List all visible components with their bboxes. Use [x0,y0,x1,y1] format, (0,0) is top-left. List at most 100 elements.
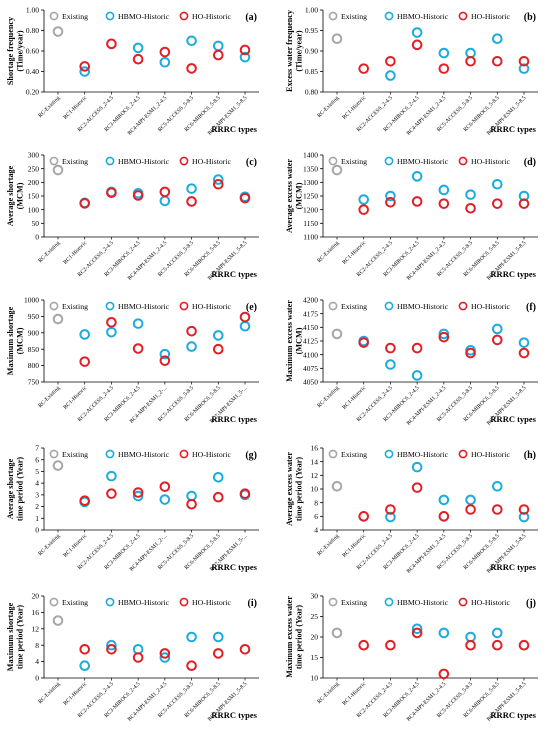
data-point-hbmo-historic [212,471,224,483]
legend-label: Existing [341,157,367,166]
x-tick-label: RC-Existing [316,533,340,557]
data-point-ho-historic [411,627,423,639]
y-axis-title-line: Excess water frequency [285,9,294,92]
y-axis-title-line: Average excess water [285,452,294,526]
y-tick-label: 4 [35,657,39,666]
data-point-ho-historic [106,317,117,328]
legend-marker [179,597,189,607]
legend-marker [458,597,468,607]
y-axis-title-line: time period (Year) [16,605,25,669]
y-tick-label: 1.00 [26,6,39,15]
data-point-ho-historic [438,668,450,680]
data-point-ho-historic [212,648,224,659]
y-tick-label: 0.40 [26,67,39,76]
data-point-existing [52,460,64,471]
data-point-existing [331,33,343,45]
legend-marker [49,597,59,607]
x-tick-label: RC-Existing [316,95,340,119]
panel-label: (a) [245,12,257,23]
y-axis-title-line: time period (Year) [16,457,25,521]
panel-label: (e) [246,302,257,313]
data-point-hbmo-historic [518,337,530,348]
legend-label: Existing [341,598,367,607]
data-point-hbmo-historic [106,639,117,651]
y-axis-title: Average excess watertime period (Year) [285,452,304,526]
data-point-hbmo-historic [385,70,396,81]
y-tick-label: 6 [35,455,39,464]
legend-label: HBMO-Historic [397,12,449,21]
legend-marker [384,449,394,459]
y-tick-label: 950 [28,312,40,321]
x-axis-title: RRRC types [211,269,257,279]
data-point-ho-historic [186,498,197,510]
y-tick-label: 7 [35,444,39,453]
y-axis-title: Average shortagetime period (Year) [6,457,25,521]
data-point-hbmo-historic [212,40,224,52]
data-point-ho-historic [465,203,476,214]
x-tick-label: RC1-Historic [342,385,368,411]
y-tick-label: 1400 [303,151,318,160]
y-axis-title: Average excess water(MCM) [285,159,304,233]
data-point-ho-historic [411,39,423,51]
x-axis-title: RRRC types [490,124,536,134]
y-tick-label: 8 [314,498,318,507]
y-axis-title-line: (Time/year) [295,30,304,71]
data-point-ho-historic [385,196,396,208]
legend-label: HO-Historic [192,450,232,459]
data-point-existing [52,313,64,325]
x-tick-label: RC1-Historic [342,240,368,266]
data-point-ho-historic [465,347,476,359]
data-point-ho-historic [239,644,251,655]
data-point-hbmo-historic [438,494,450,506]
x-axis-title: RRRC types [490,414,536,424]
x-tick-label: RC-Existing [37,385,61,409]
data-point-ho-historic [186,325,197,337]
data-point-ho-historic [438,198,450,209]
data-point-existing [52,26,64,37]
y-axis-title: Shortage frequency(Time/year) [6,16,25,85]
legend-label: HO-Historic [192,157,232,166]
data-point-hbmo-historic [465,494,476,506]
data-point-hbmo-historic [438,328,450,340]
data-point-ho-historic [79,356,91,367]
legend-marker [384,11,394,21]
legend-label: HO-Historic [471,302,511,311]
y-axis-title: Maximum excess watertime period (Year) [285,596,304,678]
chart-panel-c: 0 50 100 150 200 250 300 RC-Existing RC1-Histori… [6,151,259,282]
data-point-ho-historic [159,648,171,659]
y-tick-label: 1300 [303,178,318,187]
y-tick-label: 0.20 [26,88,39,97]
legend-marker [179,11,189,21]
panel-label: (j) [526,598,536,609]
y-tick-label: 2 [35,502,39,511]
y-tick-label: 0.95 [305,26,318,35]
y-tick-label: 1150 [303,219,318,228]
data-point-existing [52,615,64,626]
y-tick-label: 1000 [24,296,39,305]
x-axis-title: RRRC types [490,562,536,572]
legend-label: Existing [341,450,367,459]
data-point-ho-historic [465,639,476,651]
x-tick-label: RC-Existing [37,95,61,119]
legend-label: Existing [62,157,88,166]
chart-panel-a: 0.20 0.40 0.60 0.80 1.00 RC-Existing RC1-Histo… [6,6,259,137]
y-axis-title: Average shortage(MCM) [6,165,25,226]
data-point-ho-historic [106,644,117,655]
y-axis-title-line: time period (Year) [295,457,304,521]
legend-marker [49,11,59,21]
panel-label: (d) [524,157,536,168]
x-axis-title: RRRC types [490,269,536,279]
legend-label: Existing [341,302,367,311]
panel-label: (h) [524,450,536,461]
panel-label: (b) [524,12,536,23]
legend-label: HBMO-Historic [118,302,170,311]
panel-label: (f) [526,302,536,313]
data-point-ho-historic [385,342,396,354]
data-point-ho-historic [358,639,370,651]
data-point-hbmo-historic [186,341,197,352]
y-axis-title-line: Maximum shortage [6,602,15,671]
data-point-ho-historic [491,198,503,209]
